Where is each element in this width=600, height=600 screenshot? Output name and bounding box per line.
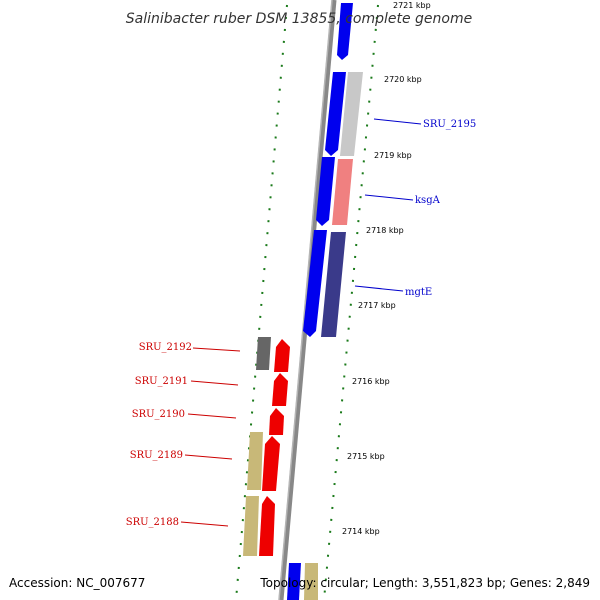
gene-feature-khaki[interactable] [247,432,263,490]
scale-tick-label: 2718 kbp [366,226,404,235]
gene-sru-2192[interactable] [256,337,271,370]
scale-tick-label: 2720 kbp [384,75,422,84]
gene-label-mgte[interactable]: mgtE [405,287,432,298]
topology-label: Topology: circular; Length: 3,551,823 bp… [259,576,590,590]
gene-label-sru-2188[interactable]: SRU_2188 [126,517,179,528]
gene-label-sru-2189[interactable]: SRU_2189 [130,450,183,461]
gene-feature-blue[interactable] [316,157,335,226]
gene-mgte[interactable] [321,232,346,337]
gene-ksga[interactable] [332,159,353,225]
scale-tick-label: 2714 kbp [342,527,380,536]
gene-feature-khaki[interactable] [304,563,318,600]
gene-sru-2191[interactable] [272,373,288,406]
gene-label-sru-2191[interactable]: SRU_2191 [135,376,188,387]
genome-backbone-highlight [278,0,333,600]
callout-line [180,521,229,527]
callout-line [190,380,239,386]
scale-tick-label: 2716 kbp [352,377,390,386]
callout-line [373,118,422,125]
gene-label-ksga[interactable]: ksgA [415,195,441,206]
gene-sru-2189[interactable] [262,436,280,491]
gene-sru-2192-red[interactable] [274,339,290,372]
gene-label-sru-2190[interactable]: SRU_2190 [132,409,185,420]
inner-dotted-ring [235,4,288,600]
gene-label-sru-2192[interactable]: SRU_2192 [139,342,192,353]
map-title: Salinibacter ruber DSM 13855, complete g… [126,11,472,27]
gene-feature-blue[interactable] [325,72,346,156]
scale-tick-label: 2717 kbp [358,301,396,310]
accession-label: Accession: NC_007677 [9,576,145,590]
callout-line [354,285,404,292]
gene-feature-blue[interactable] [303,230,327,337]
scale-tick-label: 2719 kbp [374,151,412,160]
callout-line [364,194,414,201]
gene-sru-2188[interactable] [259,496,275,556]
gene-feature-blue[interactable] [337,3,353,60]
gene-sru-2195[interactable] [340,72,363,156]
callout-line [187,413,237,419]
callout-line [184,454,233,460]
gene-feature-blue[interactable] [287,563,301,600]
scale-tick-label: 2721 kbp [393,1,431,10]
gene-feature-khaki[interactable] [243,496,259,556]
gene-sru-2190[interactable] [269,408,284,435]
scale-tick-label: 2715 kbp [347,452,385,461]
gene-label-sru-2195[interactable]: SRU_2195 [423,119,476,130]
callout-line [192,347,241,352]
